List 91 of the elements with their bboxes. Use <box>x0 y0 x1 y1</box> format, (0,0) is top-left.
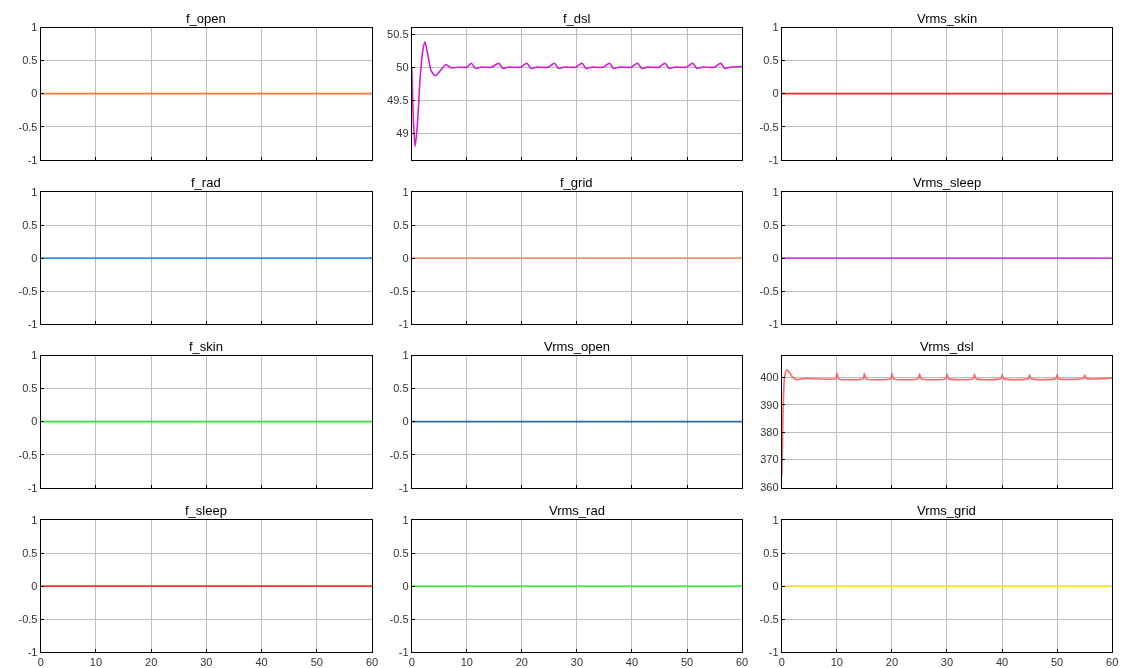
y-tick-label: 50 <box>396 61 409 74</box>
y-tick-label: 0 <box>31 251 38 264</box>
y-tick-label: -0.5 <box>759 285 779 297</box>
x-tick-label: 30 <box>570 656 584 668</box>
y-tick-label: 0 <box>31 579 38 592</box>
y-tick-label: 1 <box>31 21 38 34</box>
x-tick-label: 40 <box>255 656 268 668</box>
x-tick-label: 20 <box>145 656 158 668</box>
chart-title: f_skin <box>189 339 223 354</box>
y-tick-label: -0.5 <box>18 448 38 461</box>
y-tick-label: -1 <box>27 318 38 331</box>
y-tick-label: 0 <box>31 87 38 100</box>
y-tick-label: -0.5 <box>389 612 409 625</box>
y-tick-label: 380 <box>760 425 779 438</box>
y-tick-label: 0.5 <box>22 382 38 395</box>
x-tick-label: 10 <box>830 656 843 668</box>
line-series <box>411 41 743 148</box>
x-tick-label: 20 <box>515 656 528 668</box>
y-tick-label: -0.5 <box>389 448 409 461</box>
chart-title: Vrms_open <box>544 339 610 354</box>
y-tick-label: 1 <box>31 513 38 526</box>
chart-title: Vrms_sleep <box>913 175 982 190</box>
y-tick-label: 390 <box>760 398 779 411</box>
y-tick-label: 1 <box>31 349 38 362</box>
x-tick-label: 50 <box>1050 656 1064 668</box>
y-tick-label: 400 <box>760 371 779 384</box>
x-tick-label: 40 <box>995 656 1009 668</box>
y-tick-label: 0 <box>402 415 409 428</box>
y-tick-label: -1 <box>768 318 779 331</box>
y-tick-label: 0 <box>402 579 409 592</box>
y-tick-label: -0.5 <box>18 120 38 133</box>
x-tick-label: 60 <box>365 656 379 668</box>
y-tick-label: -1 <box>27 481 38 494</box>
chart-title: f_grid <box>560 175 593 190</box>
y-tick-label: -0.5 <box>759 612 779 625</box>
x-tick-label: 10 <box>460 656 473 668</box>
y-tick-label: 0.5 <box>22 54 38 67</box>
y-tick-label: -1 <box>398 646 409 659</box>
y-tick-label: 0 <box>772 251 779 264</box>
y-tick-label: 0.5 <box>393 382 409 395</box>
y-tick-label: -0.5 <box>389 285 409 297</box>
x-tick-label: 10 <box>89 656 103 668</box>
y-tick-label: 0.5 <box>763 546 779 559</box>
y-tick-label: 49 <box>396 127 409 140</box>
chart-title: f_dsl <box>563 11 591 26</box>
y-tick-label: 0 <box>402 251 409 264</box>
y-tick-label: -1 <box>27 646 38 659</box>
y-tick-label: 49.5 <box>387 94 409 107</box>
y-tick-label: 1 <box>31 185 38 198</box>
chart-title: f_open <box>186 11 226 26</box>
x-tick-label: 20 <box>885 656 899 668</box>
x-tick-label: 50 <box>310 656 323 668</box>
y-tick-label: 0.5 <box>763 218 779 231</box>
chart-title: Vrms_skin <box>917 11 978 26</box>
y-tick-label: 360 <box>760 480 779 493</box>
y-tick-label: 1 <box>402 349 409 362</box>
y-tick-label: 0 <box>772 87 779 100</box>
y-tick-label: -1 <box>768 153 779 166</box>
x-tick-label: 60 <box>1106 656 1119 668</box>
x-tick-label: 30 <box>200 656 213 668</box>
y-tick-label: -1 <box>27 153 38 166</box>
y-tick-label: 1 <box>772 185 779 198</box>
y-tick-label: 1 <box>402 185 409 198</box>
x-tick-label: 60 <box>735 656 749 668</box>
y-tick-label: 0.5 <box>393 546 409 559</box>
y-tick-label: 0.5 <box>763 54 779 67</box>
y-tick-label: 1 <box>402 513 409 526</box>
y-tick-label: -0.5 <box>759 120 779 133</box>
y-tick-label: -0.5 <box>18 612 38 625</box>
y-tick-label: -0.5 <box>18 285 38 297</box>
y-tick-label: 0 <box>772 579 779 592</box>
y-tick-label: 1 <box>772 21 779 34</box>
chart-title: f_rad <box>191 175 221 190</box>
chart-title: Vrms_rad <box>549 503 605 518</box>
x-tick-label: 40 <box>625 656 639 668</box>
y-tick-label: 50.5 <box>387 28 409 40</box>
y-tick-label: -1 <box>768 646 779 659</box>
y-tick-label: 0.5 <box>22 546 38 559</box>
y-tick-label: 0 <box>31 415 38 428</box>
line-series <box>781 368 1113 477</box>
y-tick-label: 0.5 <box>22 218 38 231</box>
y-tick-label: 1 <box>772 513 779 526</box>
chart-title: Vrms_dsl <box>920 339 974 354</box>
y-tick-label: -1 <box>398 318 409 331</box>
y-tick-label: 0.5 <box>393 218 409 231</box>
y-tick-label: -1 <box>398 481 409 494</box>
chart-title: Vrms_grid <box>917 503 976 518</box>
chart-title: f_sleep <box>185 503 227 518</box>
x-tick-label: 50 <box>680 656 694 668</box>
y-tick-label: 370 <box>760 453 779 466</box>
x-tick-label: 30 <box>940 656 954 668</box>
